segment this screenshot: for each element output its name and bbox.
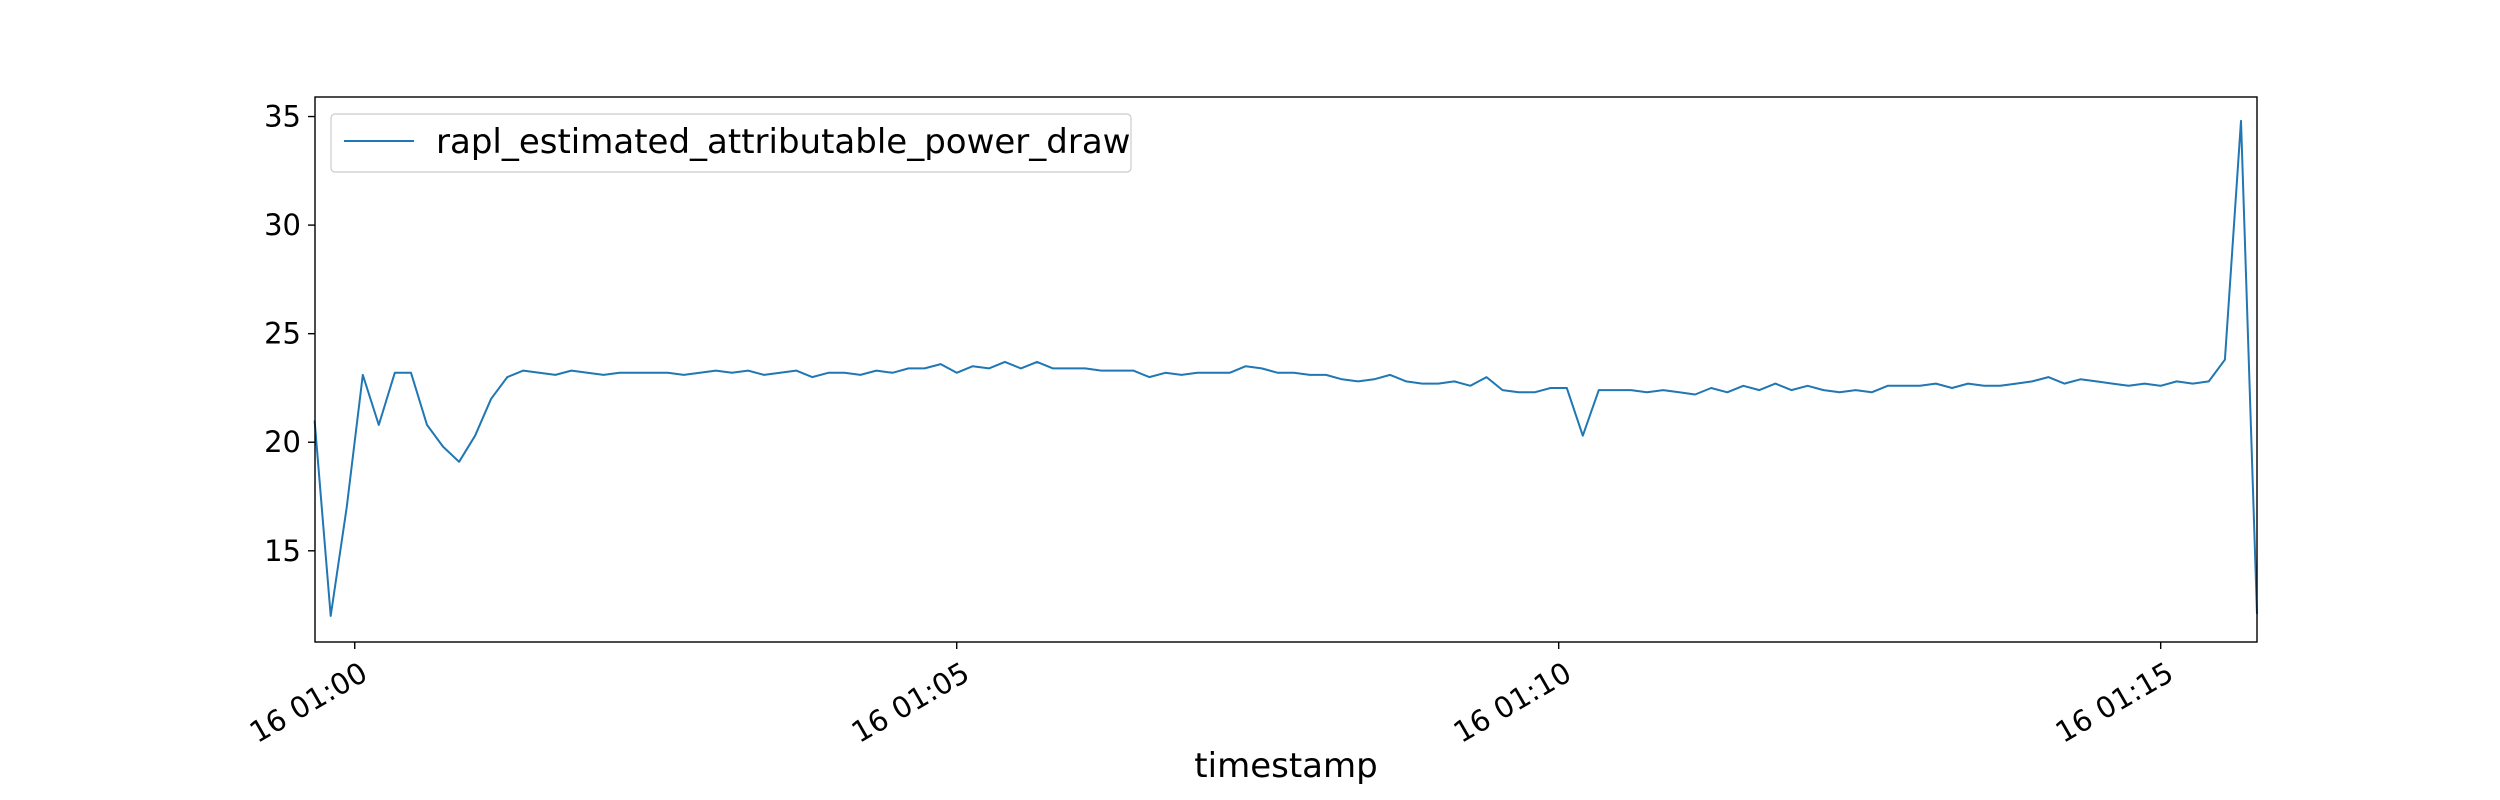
legend-box — [330, 113, 1132, 173]
plot-frame — [314, 96, 2258, 643]
y-tick-label: 25 — [264, 317, 301, 351]
series-line — [313, 119, 2258, 617]
series-group — [313, 119, 2258, 617]
y-axis-ticks: 15 20 25 30 35 — [264, 100, 315, 568]
x-tick-label: 16 01:10 — [1448, 655, 1577, 749]
y-tick-label: 15 — [264, 534, 301, 568]
y-tick-label: 35 — [264, 100, 301, 134]
x-axis-ticks: 16 01:00 16 01:05 16 01:10 16 01:15 — [244, 642, 2179, 750]
legend-label: rapl_estimated_attributable_power_draw — [436, 122, 1131, 162]
x-tick-label: 16 01:05 — [846, 655, 975, 749]
y-tick-label: 20 — [264, 425, 301, 459]
x-tick-label: 16 01:15 — [2050, 655, 2179, 749]
x-tick-label: 16 01:00 — [244, 655, 373, 749]
y-tick-label: 30 — [264, 208, 301, 242]
x-axis-label: timestamp — [1194, 746, 1377, 786]
legend: rapl_estimated_attributable_power_draw — [330, 113, 1132, 173]
